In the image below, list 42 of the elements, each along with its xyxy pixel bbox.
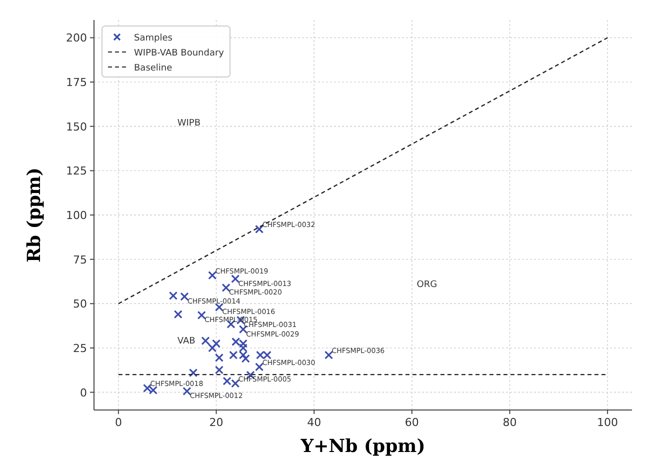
- point: [238, 344, 248, 352]
- y-tick-label: 100: [66, 209, 87, 222]
- legend-label: Samples: [134, 34, 173, 44]
- point: [231, 274, 240, 284]
- x-tick-label: 40: [307, 416, 322, 429]
- y-axis-title: Rb (ppm): [24, 167, 45, 263]
- x-tick-label: 60: [404, 416, 419, 429]
- point: [180, 292, 189, 301]
- legend-label: WIPB-VAB Boundary: [134, 48, 225, 58]
- point: [201, 336, 210, 346]
- x-tick-label: 0: [114, 416, 122, 429]
- point: [208, 344, 217, 352]
- y-tick-label: 125: [66, 164, 87, 178]
- annotation: ORG: [416, 280, 438, 290]
- point: [168, 291, 178, 300]
- point: [197, 310, 206, 320]
- y-tick-label: 200: [66, 32, 87, 45]
- y-tick-label: 175: [66, 76, 87, 90]
- point: [214, 366, 224, 374]
- point: [255, 224, 264, 234]
- legend-label: Baseline: [134, 64, 173, 74]
- y-tick-label: 75: [73, 253, 87, 266]
- y-tick-label: 0: [80, 386, 87, 400]
- x-axis-title: Y+Nb (ppm): [300, 436, 426, 457]
- y-tick-label: 150: [66, 120, 87, 134]
- point: [188, 368, 198, 378]
- annotation: VAB: [177, 336, 196, 347]
- point: [174, 310, 182, 319]
- annotation: WIPB: [177, 118, 201, 128]
- x-tick-label: 80: [502, 416, 517, 429]
- point: [222, 283, 230, 292]
- y-tick-label: 50: [73, 298, 87, 311]
- point: [212, 339, 221, 348]
- y-tick-label: 25: [73, 342, 87, 355]
- point: [214, 353, 224, 362]
- point: [324, 350, 334, 360]
- x-tick-label: 20: [209, 416, 224, 429]
- point: [182, 386, 192, 396]
- point: [241, 354, 250, 363]
- point: [255, 362, 264, 372]
- point: [208, 270, 217, 280]
- x-tick-label: 100: [597, 416, 618, 429]
